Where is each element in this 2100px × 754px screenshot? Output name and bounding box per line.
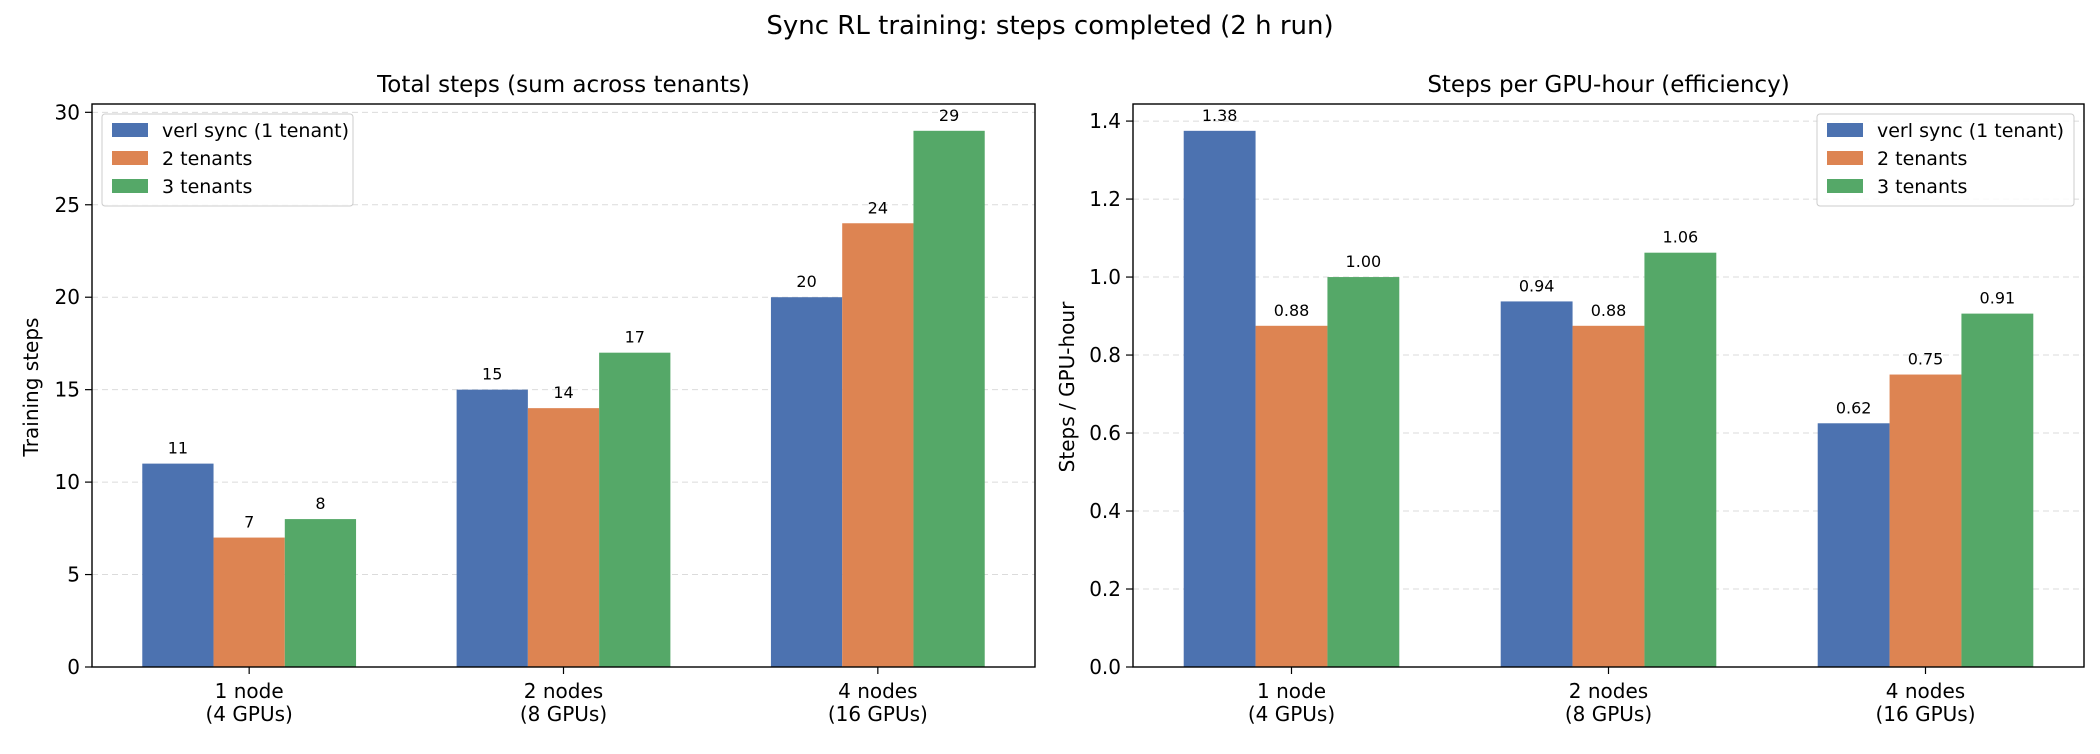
legend-label-2-tenants: 2 tenants [1877,148,1967,170]
legend: verl sync (1 tenant) 2 tenants 3 tenants [1816,113,2075,207]
x-tick-label: 4 nodes [1886,679,1965,703]
bar-3-tenants [1644,252,1717,667]
bar-2-tenants [1255,325,1328,667]
data-label: 20 [796,272,816,291]
y-tick-label: 0.4 [1089,499,1121,523]
bar-2-tenants [1572,325,1645,667]
y-tick-label: 20 [55,285,80,309]
panel-title: Steps per GPU-hour (efficiency) [1427,72,1789,98]
legend-box [1816,113,2075,207]
legend-box [101,113,354,207]
axis-ticks: 0.0 0.2 0.4 0.6 0.8 1.0 1.2 1.4 1 node(4 GPUs) 2 … [1089,109,1975,726]
bar-3-tenants [1327,277,1400,667]
data-label: 1.00 [1346,252,1382,271]
bar-2-tenants [213,537,285,667]
data-label: 14 [553,383,573,402]
y-tick-label: 1.4 [1089,109,1121,133]
legend-swatch-verl-sync [1827,123,1863,137]
y-tick-label: 1.2 [1089,187,1121,211]
y-tick-label: 0.6 [1089,421,1121,445]
panel-title: Total steps (sum across tenants) [376,72,750,98]
y-tick-label: 5 [67,563,80,587]
x-tick-label: 2 nodes [1569,679,1648,703]
data-label: 24 [868,198,888,217]
data-label: 7 [244,513,254,532]
bar-verl-sync [1817,423,1890,667]
data-label: 0.94 [1519,276,1555,295]
figure-title: Sync RL training: steps completed (2 h r… [766,11,1333,41]
bar-3-tenants [1961,313,2034,667]
y-tick-label: 1.0 [1089,265,1121,289]
y-tick-label: 0.8 [1089,343,1121,367]
bar-3-tenants [913,130,985,668]
bar-2-tenants [527,408,600,667]
data-label: 15 [482,365,502,384]
legend-label-verl-sync: verl sync (1 tenant) [1877,120,2064,142]
bar-2-tenants [1889,374,1962,667]
bar-verl-sync [456,389,528,667]
legend-swatch-3-tenants [1827,179,1863,193]
y-tick-label: 30 [55,100,80,124]
axis-ticks: 0 5 10 15 20 25 30 1 node(4 GPUs) 2 nodes(8 GPUs… [55,100,928,726]
bars: 1.38 0.88 1.00 0.94 0.88 1.06 0.62 0.75 0.91 [1183,106,2034,667]
bar-3-tenants [284,519,357,667]
x-tick-label: (16 GPUs) [1875,702,1975,726]
data-label: 0.91 [1980,289,2016,308]
legend-swatch-2-tenants [112,151,148,165]
legend-label-3-tenants: 3 tenants [1877,176,1967,198]
bar-2-tenants [842,223,914,667]
x-tick-label: (4 GPUs) [1248,702,1335,726]
y-tick-label: 0.2 [1089,577,1121,601]
y-tick-label: 10 [55,470,80,494]
data-label: 0.88 [1274,301,1310,320]
data-label: 0.62 [1836,398,1872,417]
x-tick-label: 1 node [215,679,284,703]
data-label: 1.06 [1663,228,1699,247]
x-tick-label: 1 node [1257,679,1326,703]
data-label: 0.75 [1908,350,1944,369]
data-label: 0.88 [1591,301,1627,320]
y-tick-label: 0 [67,655,80,679]
panel-efficiency: Steps per GPU-hour (efficiency) Steps / … [1055,72,2085,726]
data-label: 1.38 [1202,106,1238,125]
bar-3-tenants [599,352,671,667]
x-tick-label: 2 nodes [524,679,603,703]
y-axis-label: Steps / GPU-hour [1055,301,1079,472]
legend-label-3-tenants: 3 tenants [162,176,252,198]
bars: 11 7 8 15 14 17 20 24 29 [142,106,985,668]
legend-swatch-2-tenants [1827,151,1863,165]
y-tick-label: 0.0 [1089,655,1121,679]
legend-label-verl-sync: verl sync (1 tenant) [162,120,349,142]
panel-total-steps: Total steps (sum across tenants) Trainin… [19,72,1036,726]
legend-swatch-3-tenants [112,179,148,193]
x-tick-label: (8 GPUs) [520,702,607,726]
bar-verl-sync [142,463,214,667]
x-tick-label: (16 GPUs) [828,702,928,726]
x-tick-label: 4 nodes [838,679,917,703]
bar-verl-sync [1500,301,1573,667]
data-label: 17 [625,328,645,347]
data-label: 11 [168,439,188,458]
y-tick-label: 15 [55,378,80,402]
y-tick-label: 25 [55,193,80,217]
y-axis-label: Training steps [19,318,43,458]
legend-swatch-verl-sync [112,123,148,137]
x-tick-label: (8 GPUs) [1565,702,1652,726]
data-label: 8 [315,494,325,513]
x-tick-label: (4 GPUs) [206,702,293,726]
legend-label-2-tenants: 2 tenants [162,148,252,170]
bar-verl-sync [770,297,843,667]
legend: verl sync (1 tenant) 2 tenants 3 tenants [101,113,354,207]
data-label: 29 [939,106,959,125]
bar-verl-sync [1183,130,1256,667]
